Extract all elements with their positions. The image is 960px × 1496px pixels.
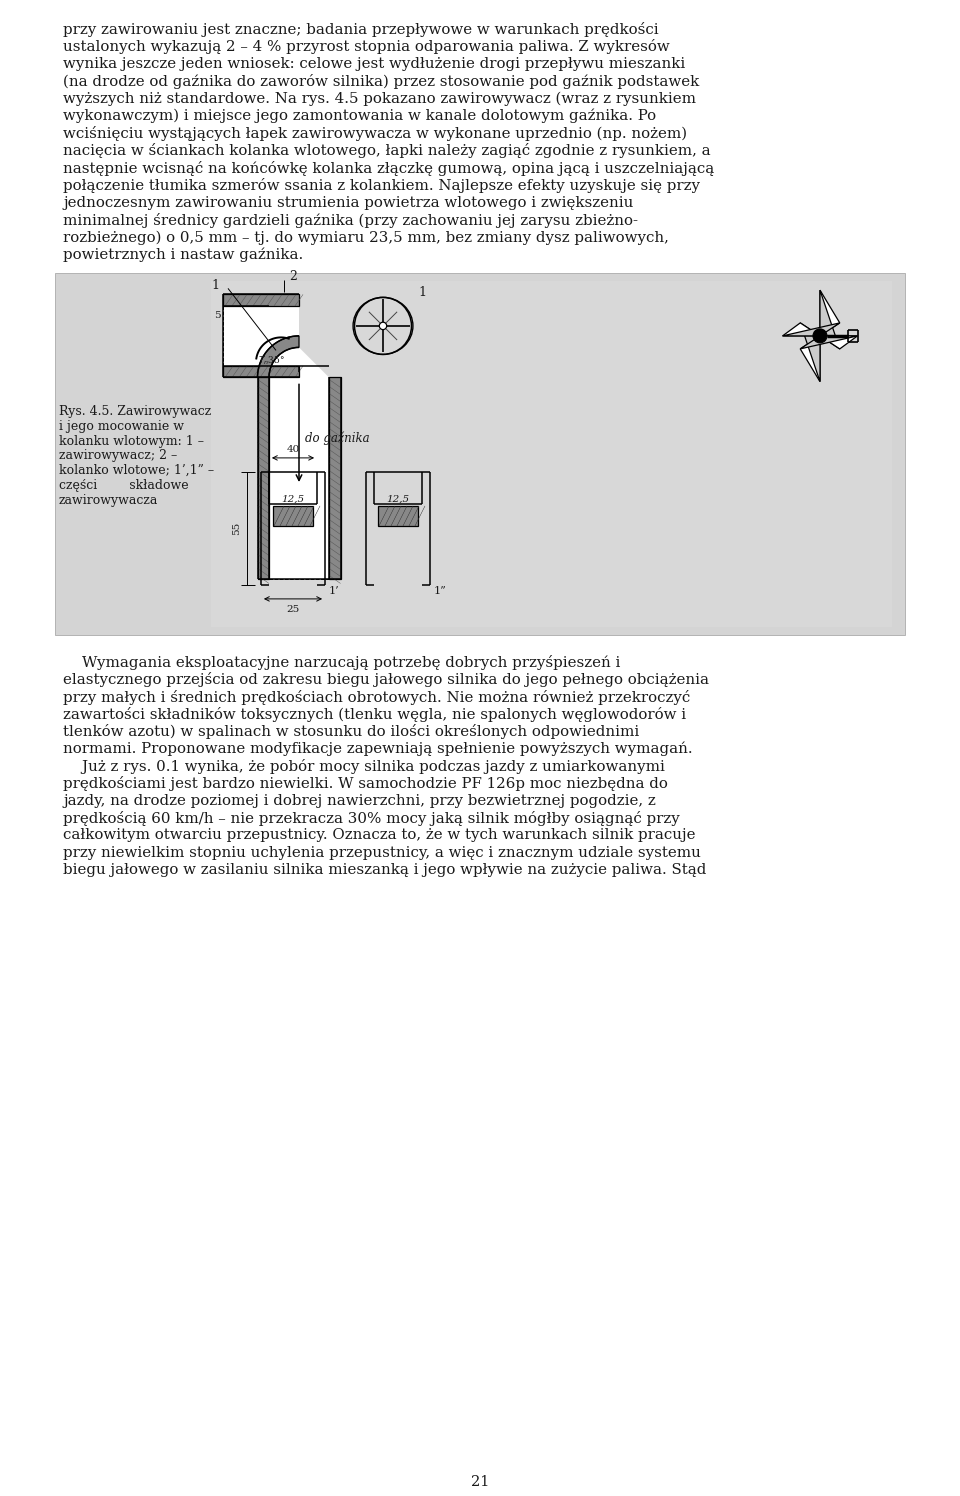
Polygon shape — [782, 323, 820, 337]
Text: tlenków azotu) w spalinach w stosunku do ilości określonych odpowiednimi: tlenków azotu) w spalinach w stosunku do… — [63, 724, 639, 739]
Text: 12,5: 12,5 — [387, 495, 410, 504]
Text: jazdy, na drodze poziomej i dobrej nawierzchni, przy bezwietrznej pogodzie, z: jazdy, na drodze poziomej i dobrej nawie… — [63, 794, 656, 808]
Circle shape — [379, 322, 387, 329]
Polygon shape — [801, 323, 820, 381]
Circle shape — [354, 298, 412, 355]
Polygon shape — [801, 337, 820, 381]
Text: zawartości składników toksycznych (tlenku węgla, nie spalonych węglowodorów i: zawartości składników toksycznych (tlenk… — [63, 708, 686, 723]
Polygon shape — [257, 377, 269, 579]
Polygon shape — [273, 506, 313, 527]
Text: $T_n$35°: $T_n$35° — [257, 355, 284, 367]
Text: minimalnej średnicy gardzieli gaźnika (przy zachowaniu jej zarysu zbieżno-: minimalnej średnicy gardzieli gaźnika (p… — [63, 212, 638, 227]
Text: zawirowywacz; 2 –: zawirowywacz; 2 – — [59, 449, 178, 462]
Text: Już z rys. 0.1 wynika, że pobór mocy silnika podczas jazdy z umiarkowanymi: Już z rys. 0.1 wynika, że pobór mocy sil… — [63, 758, 665, 773]
Text: kolanku wlotowym: 1 –: kolanku wlotowym: 1 – — [59, 434, 204, 447]
Text: rozbieżnego) o 0,5 mm – tj. do wymiaru 23,5 mm, bez zmiany dysz paliwowych,: rozbieżnego) o 0,5 mm – tj. do wymiaru 2… — [63, 230, 669, 244]
Text: połączenie tłumika szmerów ssania z kolankiem. Najlepsze efekty uzyskuje się prz: połączenie tłumika szmerów ssania z kola… — [63, 178, 700, 193]
Polygon shape — [820, 290, 840, 337]
Text: następnie wcisnąć na końcówkę kolanka złączkę gumową, opina jącą i uszczelniając: następnie wcisnąć na końcówkę kolanka zł… — [63, 160, 714, 177]
Text: i jego mocowanie w: i jego mocowanie w — [59, 420, 184, 432]
Text: Wymagania eksploatacyjne narzucają potrzebę dobrych przyśpieszeń i: Wymagania eksploatacyjne narzucają potrz… — [63, 655, 620, 670]
Text: (na drodze od gaźnika do zaworów silnika) przez stosowanie pod gaźnik podstawek: (na drodze od gaźnika do zaworów silnika… — [63, 73, 699, 90]
Text: nacięcia w ściankach kolanka wlotowego, łapki należy zagiąć zgodnie z rysunkiem,: nacięcia w ściankach kolanka wlotowego, … — [63, 144, 710, 159]
Polygon shape — [820, 290, 840, 349]
Text: powietrznych i nastaw gaźnika.: powietrznych i nastaw gaźnika. — [63, 247, 303, 262]
Text: prędkością 60 km/h – nie przekracza 30% mocy jaką silnik mógłby osiągnąć przy: prędkością 60 km/h – nie przekracza 30% … — [63, 811, 680, 826]
Text: prędkościami jest bardzo niewielki. W samochodzie PF 126p moc niezbędna do: prędkościami jest bardzo niewielki. W sa… — [63, 776, 668, 791]
Text: 40: 40 — [286, 444, 300, 453]
Text: Rys. 4.5. Zawirowywacz: Rys. 4.5. Zawirowywacz — [59, 405, 211, 417]
Polygon shape — [782, 323, 840, 337]
Polygon shape — [223, 367, 299, 377]
Text: elastycznego przejścia od zakresu biegu jałowego silnika do jego pełnego obciąże: elastycznego przejścia od zakresu biegu … — [63, 672, 709, 687]
Text: 1’: 1’ — [329, 586, 340, 595]
Text: 55: 55 — [232, 522, 241, 536]
Polygon shape — [223, 305, 299, 367]
Polygon shape — [801, 337, 857, 349]
Text: 5: 5 — [214, 311, 221, 320]
Polygon shape — [329, 377, 341, 579]
Text: przy małych i średnich prędkościach obrotowych. Nie można również przekroczyć: przy małych i średnich prędkościach obro… — [63, 690, 690, 705]
Text: wykonawczym) i miejsce jego zamontowania w kanale dolotowym gaźnika. Po: wykonawczym) i miejsce jego zamontowania… — [63, 109, 656, 123]
Text: 1: 1 — [419, 286, 426, 299]
Text: wynika jeszcze jeden wniosek: celowe jest wydłużenie drogi przepływu mieszanki: wynika jeszcze jeden wniosek: celowe jes… — [63, 57, 685, 70]
Text: wyższych niż standardowe. Na rys. 4.5 pokazano zawirowywacz (wraz z rysunkiem: wyższych niż standardowe. Na rys. 4.5 po… — [63, 91, 696, 106]
Text: ustalonych wykazują 2 – 4 % przyrost stopnia odparowania paliwa. Z wykresów: ustalonych wykazują 2 – 4 % przyrost sto… — [63, 39, 670, 54]
Text: kolanko wlotowe; 1’,1” –: kolanko wlotowe; 1’,1” – — [59, 464, 214, 477]
Text: jednoczesnym zawirowaniu strumienia powietrza wlotowego i zwiększeniu: jednoczesnym zawirowaniu strumienia powi… — [63, 196, 634, 209]
Text: do gaźnika: do gaźnika — [305, 431, 370, 444]
Text: biegu jałowego w zasilaniu silnika mieszanką i jego wpływie na zużycie paliwa. S: biegu jałowego w zasilaniu silnika miesz… — [63, 863, 707, 877]
Circle shape — [813, 329, 827, 343]
Polygon shape — [269, 377, 329, 579]
Text: 2: 2 — [289, 269, 297, 283]
Text: części        składowe: części składowe — [59, 479, 188, 492]
Polygon shape — [378, 506, 418, 527]
Polygon shape — [820, 337, 857, 349]
FancyBboxPatch shape — [55, 272, 905, 634]
Text: przy zawirowaniu jest znaczne; badania przepływowe w warunkach prędkości: przy zawirowaniu jest znaczne; badania p… — [63, 22, 659, 37]
Polygon shape — [269, 347, 329, 377]
Polygon shape — [223, 295, 299, 305]
Text: 12,5: 12,5 — [281, 495, 304, 504]
Text: normami. Proponowane modyfikacje zapewniają spełnienie powyższych wymagań.: normami. Proponowane modyfikacje zapewni… — [63, 742, 692, 755]
Text: 1”: 1” — [434, 586, 446, 595]
Polygon shape — [257, 337, 299, 377]
Text: 25: 25 — [286, 604, 300, 613]
Text: wciśnięciu wystąjących łapek zawirowywacza w wykonane uprzednio (np. nożem): wciśnięciu wystąjących łapek zawirowywac… — [63, 126, 687, 141]
Text: przy niewielkim stopniu uchylenia przepustnicy, a więc i znacznym udziale system: przy niewielkim stopniu uchylenia przepu… — [63, 845, 701, 860]
Text: 21: 21 — [470, 1475, 490, 1489]
Text: zawirowywacza: zawirowywacza — [59, 494, 158, 507]
Text: całkowitym otwarciu przepustnicy. Oznacza to, że w tych warunkach silnik pracuje: całkowitym otwarciu przepustnicy. Oznacz… — [63, 829, 695, 842]
FancyBboxPatch shape — [211, 281, 892, 627]
Text: 1: 1 — [211, 278, 219, 292]
